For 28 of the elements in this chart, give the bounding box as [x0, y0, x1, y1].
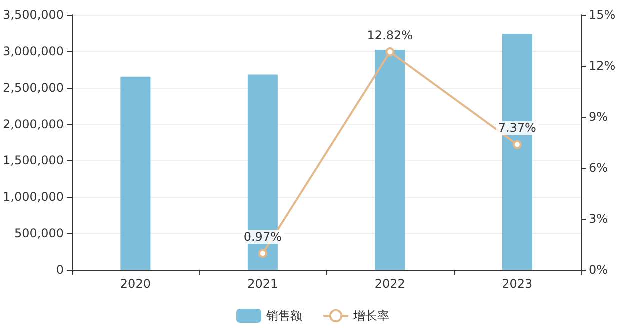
- y2-tick-label: 12%: [589, 59, 616, 73]
- y2-tick-label: 15%: [589, 8, 616, 22]
- x-tick-label: 2023: [502, 277, 533, 291]
- y-tick-label: 2,500,000: [2, 80, 64, 95]
- y2-tick-label: 6%: [589, 161, 608, 175]
- y-tick-label: 1,000,000: [2, 190, 64, 204]
- y-tick-label: 500,000: [14, 226, 64, 241]
- y-tick-label: 1,500,000: [2, 154, 64, 168]
- y-tick-label: 3,000,000: [2, 44, 64, 58]
- y-tick-label: 3,500,000: [2, 8, 64, 22]
- legend-label: 销售额: [266, 309, 302, 323]
- bar: [375, 50, 406, 270]
- bar: [120, 76, 151, 270]
- y2-tick-label: 9%: [589, 110, 608, 124]
- data-label: 7.37%: [498, 121, 536, 136]
- y-tick-label: 2,000,000: [2, 117, 64, 132]
- x-tick-label: 2021: [248, 277, 278, 291]
- y2-tick-label: 0%: [589, 263, 608, 277]
- point: [512, 140, 522, 150]
- x-tick-label: 2020: [120, 277, 151, 291]
- data-label: 0.97%: [244, 230, 282, 244]
- data-label: 12.82%: [367, 28, 414, 43]
- y2-tick-label: 3%: [589, 212, 608, 226]
- point: [386, 48, 395, 57]
- y-tick-label: 0: [56, 263, 64, 277]
- x-tick-label: 2022: [374, 277, 406, 291]
- point: [258, 249, 268, 258]
- legend-label: 增长率: [352, 309, 390, 323]
